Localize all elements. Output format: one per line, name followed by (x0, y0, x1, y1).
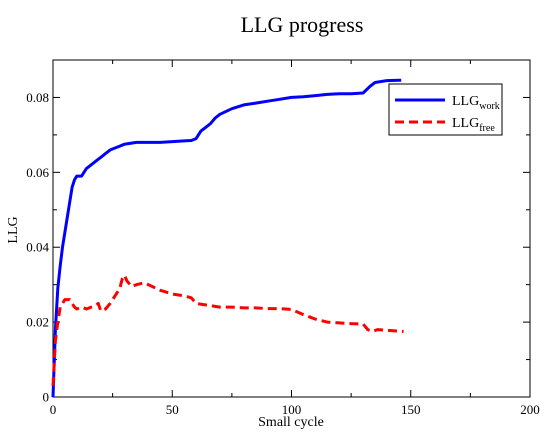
legend-box (388, 83, 503, 136)
legend-label-subscript: free (479, 123, 495, 134)
series-line-free (51, 273, 404, 386)
y-axis-label: LLG (6, 216, 21, 243)
x-tick-label: 200 (520, 402, 540, 417)
legend-label-work: LLGwork (452, 94, 500, 112)
y-tick-label: 0.08 (26, 90, 49, 105)
legend-label-base: LLG (452, 94, 479, 109)
legend-label-base: LLG (452, 116, 479, 131)
y-tick-label: 0.02 (26, 315, 49, 330)
x-tick-label: 150 (401, 402, 421, 417)
x-tick-label: 100 (282, 402, 302, 417)
x-tick-label: 0 (50, 402, 57, 417)
x-axis-label: Small cycle (258, 415, 324, 430)
legend-label-free: LLGfree (452, 116, 495, 134)
series-layer (51, 78, 404, 398)
y-tick-label: 0.06 (26, 165, 49, 180)
y-tick-label: 0.04 (26, 240, 49, 255)
series-line-work (51, 78, 402, 398)
axis-ticks: 0 50 100 150 200 0 0.02 0.04 0.06 0.08 (26, 60, 540, 417)
y-tick-label: 0 (43, 390, 50, 405)
legend-label-subscript: work (479, 101, 500, 112)
x-tick-label: 50 (166, 402, 179, 417)
chart-title: LLG progress (241, 12, 364, 37)
